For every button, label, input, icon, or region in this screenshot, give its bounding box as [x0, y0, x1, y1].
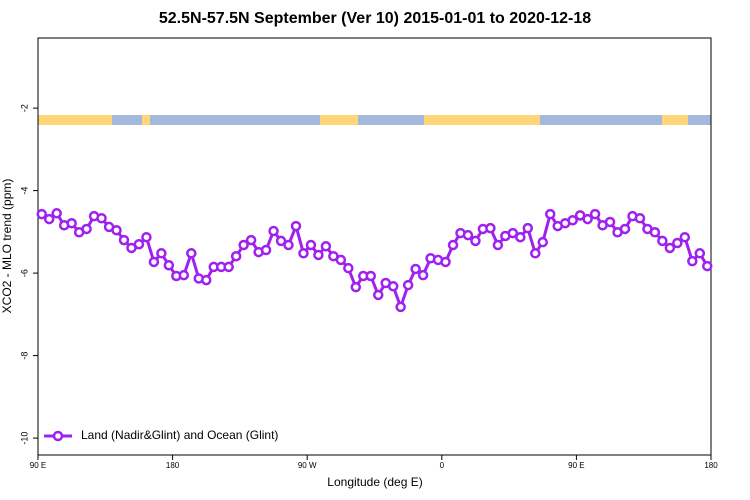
data-point	[178, 269, 190, 281]
data-point	[702, 260, 713, 272]
data-point	[186, 248, 197, 259]
data-point	[298, 248, 309, 259]
data-point	[492, 239, 504, 251]
data-point	[440, 256, 451, 268]
y-tick-label: -8	[19, 352, 29, 360]
data-point	[687, 255, 698, 267]
data-point	[238, 239, 249, 251]
x-axis-label: Longitude (deg E)	[327, 475, 422, 489]
plot-frame	[37, 37, 712, 456]
x-tick-label: 180	[166, 461, 180, 470]
chart-title: 52.5N-57.5N September (Ver 10) 2015-01-0…	[159, 10, 591, 27]
data-point	[156, 248, 167, 259]
data-point	[485, 222, 496, 234]
data-point	[118, 234, 130, 246]
x-tick-label: 90 W	[298, 461, 317, 470]
data-point	[350, 281, 362, 293]
data-point	[679, 231, 691, 243]
data-point	[365, 270, 377, 282]
data-point	[515, 231, 526, 243]
data-point	[163, 260, 175, 271]
data-point	[343, 262, 354, 274]
data-point	[372, 289, 384, 301]
data-point	[507, 227, 519, 239]
x-tick-label: 90 E	[568, 461, 584, 470]
data-point	[470, 235, 481, 247]
y-tick-label: -10	[19, 432, 29, 445]
data-point	[462, 229, 474, 241]
data-point	[619, 223, 631, 235]
data-point	[395, 301, 406, 313]
x-tick-label: 180	[704, 461, 718, 470]
data-point	[96, 212, 107, 224]
data-point	[649, 227, 661, 238]
data-point	[36, 208, 47, 220]
data-point	[447, 239, 459, 251]
y-axis-label: XCO2 - MLO trend (ppm)	[0, 179, 14, 314]
data-point	[604, 216, 616, 228]
data-point	[283, 239, 294, 251]
data-point	[537, 236, 548, 248]
data-point	[589, 208, 601, 220]
data-point	[51, 208, 62, 219]
data-point	[387, 281, 399, 292]
data-point	[111, 224, 122, 236]
data-point	[335, 254, 347, 266]
surface-strip	[38, 115, 711, 125]
legend-label: Land (Nadir&Glint) and Ocean (Glint)	[81, 428, 278, 442]
data-point	[634, 212, 646, 224]
data-point	[43, 213, 55, 225]
data-point	[402, 279, 414, 291]
data-point	[320, 241, 332, 252]
data-point	[133, 238, 145, 250]
data-point	[544, 208, 556, 220]
data-point	[223, 261, 234, 273]
y-tick-label: -2	[19, 104, 29, 112]
x-tick-label: 90 E	[30, 461, 46, 470]
data-point	[290, 220, 302, 232]
data-point	[260, 244, 272, 256]
data-point	[245, 234, 257, 246]
data-point	[230, 250, 242, 262]
data-point	[313, 249, 324, 261]
data-point	[567, 215, 578, 226]
data-point	[66, 217, 77, 229]
x-tick-label: 0	[440, 461, 445, 470]
y-tick-label: -6	[19, 269, 29, 277]
data-point	[305, 239, 317, 251]
data-point	[672, 237, 683, 249]
data-point	[694, 248, 706, 259]
data-point	[141, 231, 152, 243]
data-point	[417, 269, 429, 281]
data-point	[148, 256, 160, 268]
data-point	[530, 248, 541, 259]
data-point	[410, 263, 421, 275]
data-point	[275, 235, 287, 247]
data-point	[268, 225, 279, 237]
y-tick-label: -4	[19, 187, 29, 195]
data-point	[522, 222, 534, 234]
data-point	[664, 242, 676, 254]
data-point	[201, 274, 212, 286]
data-point	[81, 223, 92, 235]
data-point	[657, 235, 668, 247]
legend-marker	[52, 430, 64, 442]
data-point	[582, 213, 593, 225]
